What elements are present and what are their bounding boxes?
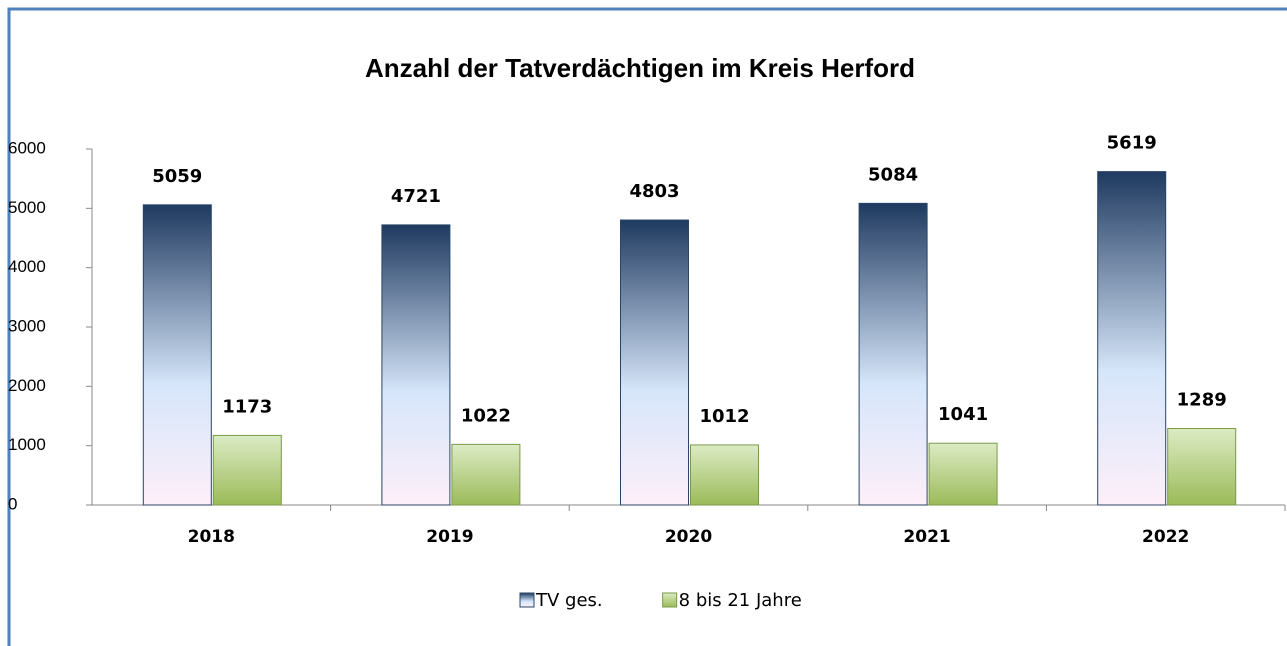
bar [451,443,521,506]
y-tick-label: 3000 [8,316,46,335]
bar [620,219,689,506]
bar [142,204,212,506]
legend-label: 8 bis 21 Jahre [679,590,802,611]
bar [858,202,928,506]
x-tick-label: 2018 [188,527,235,547]
value-label: 1012 [699,406,749,427]
value-label: 5059 [152,166,202,187]
x-tick-label: 2020 [665,527,712,547]
y-tick-label: 1000 [8,435,46,454]
value-label: 1289 [1177,390,1227,411]
value-label: 4721 [391,186,441,207]
frame [7,7,1287,646]
legend-swatch [662,592,678,608]
y-tick-label: 6000 [8,138,46,157]
x-tick-label: 2021 [903,527,950,547]
y-tick-label: 2000 [8,376,46,395]
value-label: 1173 [222,396,272,417]
bar [690,444,759,506]
value-label: 1041 [938,404,988,425]
bar [1097,171,1167,506]
value-label: 5084 [868,164,918,185]
bar [928,442,998,506]
x-tick-label: 2022 [1142,527,1189,547]
legend-label: TV ges. [535,590,603,611]
legend-swatch [519,592,535,608]
y-tick-label: 5000 [8,198,46,217]
bar [212,434,282,506]
bar [1167,428,1237,506]
value-label: 5619 [1107,133,1157,154]
x-tick-label: 2019 [426,527,473,547]
bar [381,224,451,506]
value-label: 1022 [461,405,511,426]
y-tick-label: 0 [8,494,17,513]
y-tick-label: 4000 [8,257,46,276]
chart-title: Anzahl der Tatverdächtigen im Kreis Herf… [365,53,915,83]
value-label: 4803 [629,181,679,202]
